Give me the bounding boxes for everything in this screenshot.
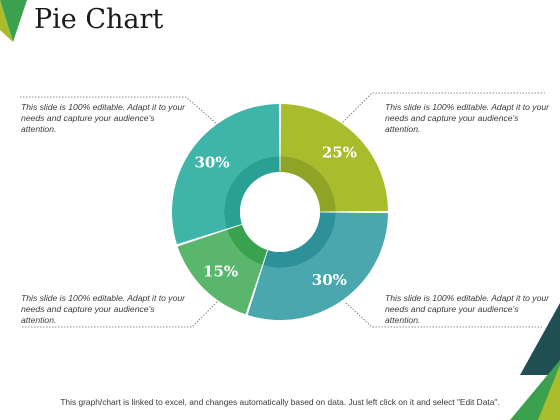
donut-slice-2[interactable] [247,212,388,320]
donut-slice-label-3: 15% [203,262,238,280]
note-top-left: This slide is 100% editable. Adapt it to… [21,102,186,134]
donut-slice-label-1: 25% [322,144,357,162]
note-top-right: This slide is 100% editable. Adapt it to… [385,102,550,134]
note-bottom-right: This slide is 100% editable. Adapt it to… [385,293,550,325]
leader-line-top-left [20,96,219,126]
page-title: Pie Chart [34,4,164,35]
corner-triangle-top-left-lime [0,0,13,42]
donut-slice-label-2: 30% [312,271,347,289]
note-bottom-left: This slide is 100% editable. Adapt it to… [21,293,186,325]
donut-slice-4[interactable] [172,104,280,245]
donut-slice-inner-ring-4 [224,156,280,229]
donut-slice-1[interactable] [280,104,388,212]
donut-slice-inner-ring-3 [226,224,268,266]
donut-slice-inner-ring-2 [263,212,336,268]
corner-triangle-bottom-right-lime [538,365,560,420]
leader-line-top-right [336,92,545,129]
corner-triangle-top-left [0,0,27,42]
donut-chart: 25% 30% 15% 30% [172,104,388,320]
donut-slice-3[interactable] [177,229,263,315]
donut-hole [240,172,320,252]
footer-note: This graph/chart is linked to excel, and… [60,397,500,407]
corner-triangle-right-dark [520,303,560,375]
donut-slice-inner-ring-1 [280,156,336,212]
donut-slice-label-4: 30% [194,154,229,172]
